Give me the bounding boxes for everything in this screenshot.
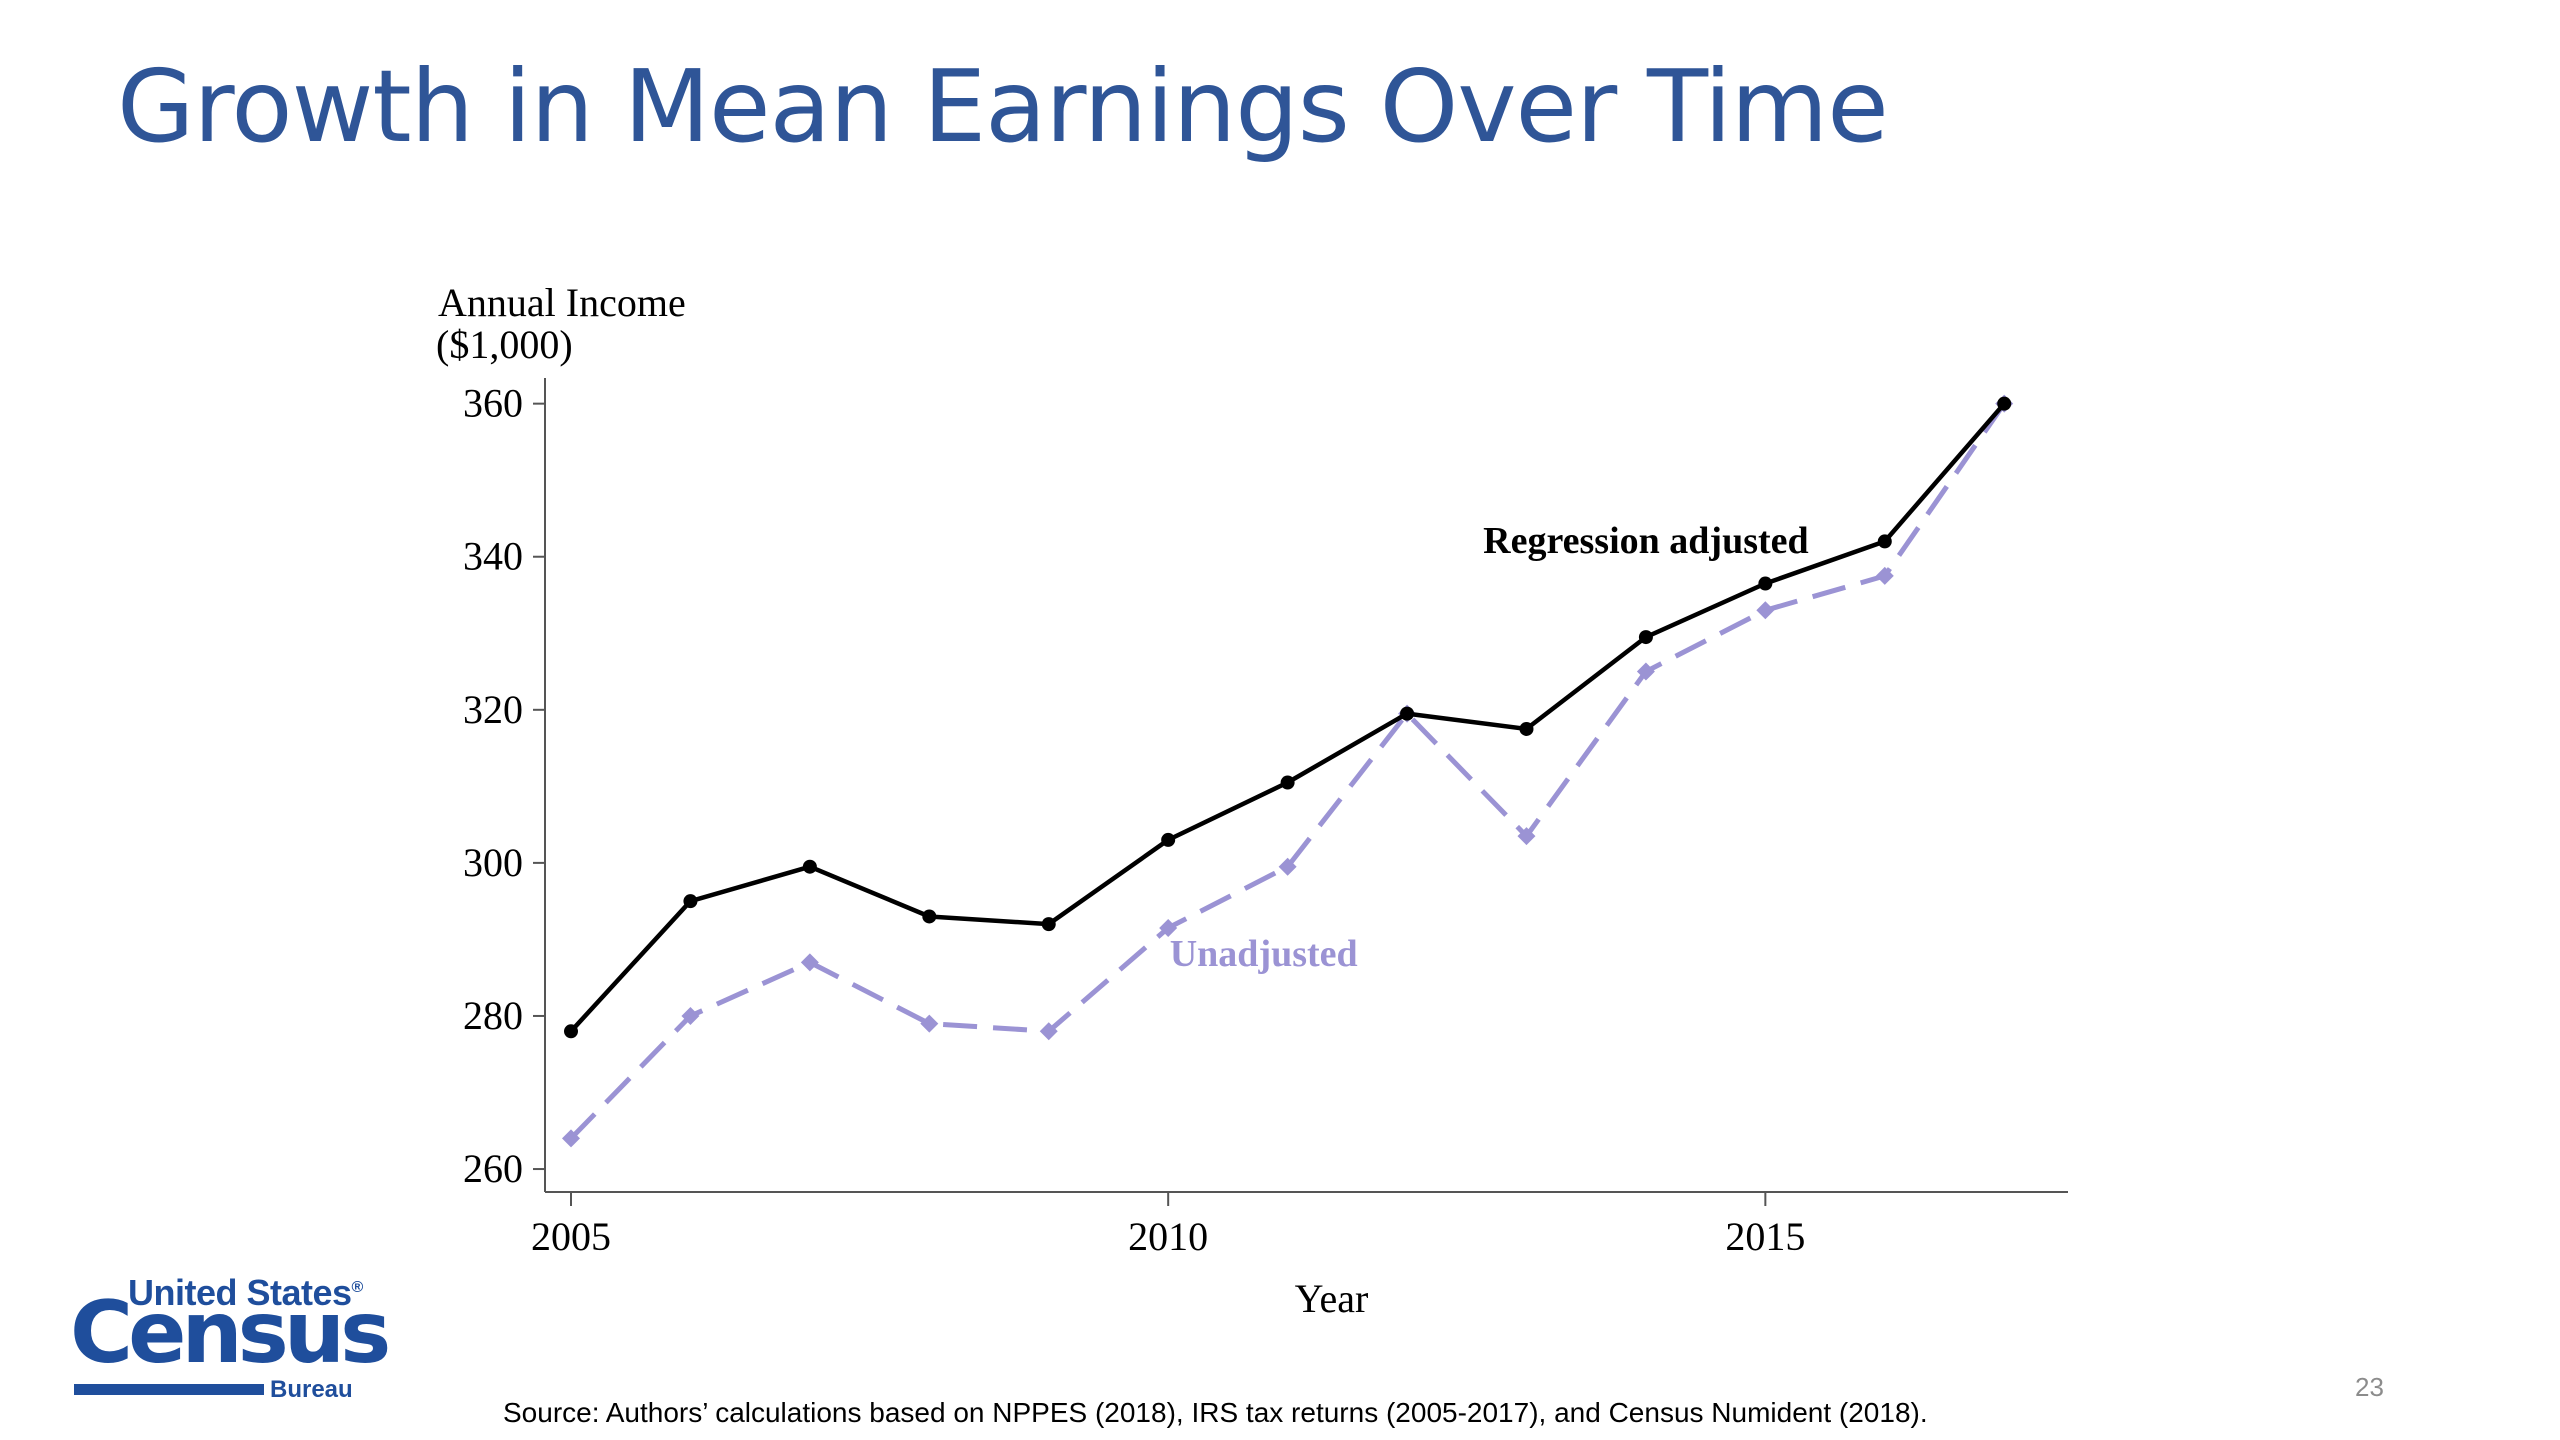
- x-tick-label: 2010: [1128, 1214, 1208, 1259]
- logo-registered-mark: ®: [351, 1279, 364, 1296]
- unadjusted-point: [1517, 827, 1536, 846]
- y-axis-title: Annual Income: [438, 280, 686, 325]
- regression-adjusted-point: [802, 859, 817, 874]
- census-bureau-logo: United States® Census Bureau: [70, 1272, 391, 1412]
- unadjusted-point: [1159, 918, 1178, 937]
- unadjusted-line: [569, 402, 2007, 1141]
- x-axis-title: Year: [1295, 1276, 1369, 1321]
- y-tick-label: 260: [463, 1146, 523, 1191]
- y-tick-label: 340: [463, 534, 523, 579]
- x-tick-label: 2015: [1725, 1214, 1805, 1259]
- regression-adjusted-point: [1280, 775, 1295, 790]
- regression-adjusted-point: [1638, 630, 1653, 645]
- slide-title: Growth in Mean Earnings Over Time: [117, 48, 1889, 165]
- unadjusted-point: [1756, 601, 1775, 620]
- regression-adjusted-point: [1997, 396, 2012, 411]
- unadjusted-point: [562, 1129, 580, 1148]
- unadjusted-point: [800, 953, 819, 972]
- y-tick-label: 360: [463, 381, 523, 426]
- regression-adjusted-point: [922, 909, 937, 924]
- regression-adjusted-point: [1519, 721, 1534, 736]
- unadjusted-point: [1875, 566, 1894, 585]
- x-tick-label: 2005: [531, 1214, 611, 1259]
- regression-adjusted-point: [564, 1024, 578, 1039]
- page-number: 23: [2355, 1372, 2384, 1402]
- regression-adjusted-label: Regression adjusted: [1483, 520, 1809, 562]
- logo-line-2: Census: [70, 1283, 391, 1383]
- y-axis-unit: ($1,000): [436, 322, 573, 367]
- unadjusted-label: Unadjusted: [1170, 933, 1358, 975]
- unadjusted-point: [1278, 857, 1297, 876]
- unadjusted-point: [920, 1014, 939, 1033]
- unadjusted-point: [681, 1006, 700, 1025]
- regression-adjusted-point: [1041, 917, 1056, 932]
- regression-adjusted-point: [1758, 576, 1773, 591]
- logo-line-1: United States®: [128, 1272, 364, 1313]
- regression-adjusted-point: [683, 894, 698, 909]
- regression-adjusted-point: [1400, 706, 1415, 721]
- regression-adjusted-point: [1161, 832, 1176, 847]
- logo-underline-bar: [74, 1384, 264, 1395]
- y-tick-label: 320: [463, 687, 523, 732]
- y-tick-label: 280: [463, 993, 523, 1038]
- logo-line-3: Bureau: [270, 1376, 353, 1403]
- unadjusted-point: [1039, 1022, 1058, 1041]
- unadjusted-point: [1636, 662, 1655, 681]
- regression-adjusted-point: [1877, 534, 1892, 549]
- y-tick-label: 300: [463, 840, 523, 885]
- source-note: Source: Authors’ calculations based on N…: [503, 1397, 1928, 1428]
